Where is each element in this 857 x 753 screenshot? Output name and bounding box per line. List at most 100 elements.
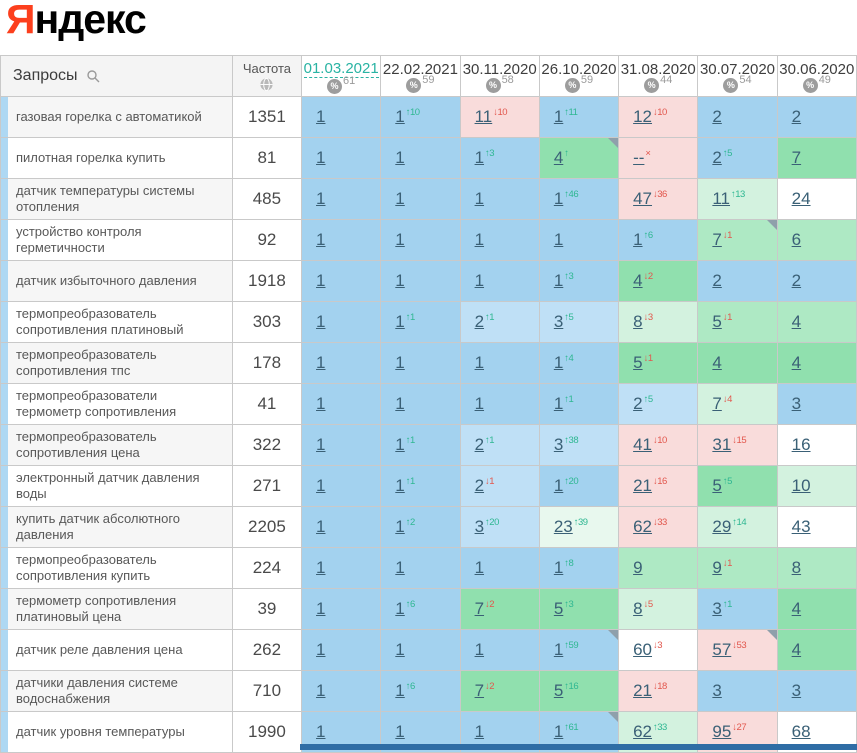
position-link[interactable]: 1 xyxy=(395,271,405,290)
row-selection-strip[interactable] xyxy=(1,589,8,629)
position-link[interactable]: 1 xyxy=(316,681,326,700)
row-selection-strip[interactable] xyxy=(1,712,8,752)
position-link[interactable]: 4 xyxy=(712,353,722,372)
position-link[interactable]: 3 xyxy=(553,435,564,454)
position-link[interactable]: 7 xyxy=(712,230,722,249)
position-link[interactable]: 1 xyxy=(553,107,564,126)
position-link[interactable]: 31 xyxy=(712,435,732,454)
position-link[interactable]: 95 xyxy=(712,722,732,741)
position-link[interactable]: 1 xyxy=(395,722,405,741)
position-link[interactable]: 43 xyxy=(791,517,811,536)
position-link[interactable]: 5 xyxy=(712,476,722,495)
position-link[interactable]: 4 xyxy=(553,148,564,167)
horizontal-scrollbar[interactable] xyxy=(300,744,857,750)
frequency-column-header[interactable]: Частота xyxy=(231,55,303,97)
date-label[interactable]: 30.11.2020 xyxy=(462,60,537,78)
position-link[interactable]: 1 xyxy=(395,189,405,208)
position-link[interactable]: 10 xyxy=(791,476,811,495)
position-link[interactable]: 1 xyxy=(395,558,405,577)
position-link[interactable]: 1 xyxy=(553,640,564,659)
position-link[interactable]: 1 xyxy=(395,107,405,126)
position-link[interactable]: 2 xyxy=(791,107,802,126)
position-link[interactable]: 9 xyxy=(712,558,722,577)
position-link[interactable]: 2 xyxy=(712,107,722,126)
position-link[interactable]: 3 xyxy=(712,681,722,700)
position-link[interactable]: 1 xyxy=(395,353,405,372)
position-link[interactable]: 1 xyxy=(553,722,564,741)
position-link[interactable]: 1 xyxy=(316,230,326,249)
date-label[interactable]: 22.02.2021 xyxy=(382,60,458,78)
row-selection-strip[interactable] xyxy=(1,384,8,424)
position-link[interactable]: 1 xyxy=(316,435,326,454)
date-label[interactable]: 31.08.2020 xyxy=(620,60,696,78)
position-link[interactable]: 1 xyxy=(316,640,326,659)
position-link[interactable]: 68 xyxy=(791,722,811,741)
position-link[interactable]: 2 xyxy=(474,435,485,454)
row-selection-strip[interactable] xyxy=(1,302,8,342)
row-selection-strip[interactable] xyxy=(1,548,8,588)
date-label[interactable]: 30.07.2020 xyxy=(699,60,776,78)
position-link[interactable]: 1 xyxy=(474,148,485,167)
position-link[interactable]: 57 xyxy=(712,640,732,659)
position-link[interactable]: 11 xyxy=(474,107,493,126)
position-link[interactable]: 4 xyxy=(633,271,643,290)
position-link[interactable]: 5 xyxy=(712,312,722,331)
position-link[interactable]: 29 xyxy=(712,517,732,536)
position-link[interactable]: 21 xyxy=(633,681,653,700)
row-selection-strip[interactable] xyxy=(1,220,8,260)
position-link[interactable]: 2 xyxy=(712,271,722,290)
queries-column-header[interactable]: Запросы xyxy=(0,55,233,97)
position-link[interactable]: 1 xyxy=(316,148,326,167)
row-selection-strip[interactable] xyxy=(1,179,8,219)
position-link[interactable]: 1 xyxy=(316,189,326,208)
position-link[interactable]: 1 xyxy=(474,640,485,659)
date-label[interactable]: 26.10.2020 xyxy=(541,60,617,78)
position-link[interactable]: 1 xyxy=(395,640,405,659)
position-link[interactable]: 1 xyxy=(474,353,485,372)
position-link[interactable]: 1 xyxy=(316,394,326,413)
position-link[interactable]: 8 xyxy=(633,312,643,331)
row-selection-strip[interactable] xyxy=(1,343,8,383)
position-link[interactable]: 24 xyxy=(791,189,811,208)
position-link[interactable]: 4 xyxy=(791,640,802,659)
position-link[interactable]: 1 xyxy=(553,558,564,577)
position-link[interactable]: 16 xyxy=(791,435,811,454)
position-link[interactable]: 1 xyxy=(553,271,564,290)
position-link[interactable]: 62 xyxy=(633,722,653,741)
position-link[interactable]: 1 xyxy=(316,558,326,577)
date-label[interactable]: 01.03.2021 xyxy=(303,60,379,78)
position-link[interactable]: 1 xyxy=(474,722,485,741)
position-link[interactable]: 1 xyxy=(395,435,405,454)
position-link[interactable]: 60 xyxy=(633,640,653,659)
date-column-header[interactable]: 30.06.2020% 49 xyxy=(776,55,857,97)
position-link[interactable]: 1 xyxy=(316,271,326,290)
position-link[interactable]: 1 xyxy=(553,353,564,372)
position-link[interactable]: 1 xyxy=(316,722,326,741)
position-link[interactable]: 12 xyxy=(633,107,653,126)
date-column-header[interactable]: 26.10.2020% 59 xyxy=(538,55,620,97)
date-column-header[interactable]: 30.11.2020% 58 xyxy=(459,55,540,97)
position-link[interactable]: 7 xyxy=(791,148,802,167)
position-link[interactable]: 4 xyxy=(791,353,802,372)
position-link[interactable]: 1 xyxy=(316,353,326,372)
position-link[interactable]: 2 xyxy=(633,394,643,413)
position-link[interactable]: 2 xyxy=(791,271,802,290)
row-selection-strip[interactable] xyxy=(1,466,8,506)
position-link[interactable]: 1 xyxy=(395,476,405,495)
date-label[interactable]: 30.06.2020 xyxy=(779,60,855,78)
position-link[interactable]: 4 xyxy=(791,312,802,331)
position-link[interactable]: 1 xyxy=(316,476,326,495)
position-link[interactable]: -- xyxy=(633,148,645,167)
position-link[interactable]: 7 xyxy=(474,681,485,700)
position-link[interactable]: 3 xyxy=(712,599,722,618)
position-link[interactable]: 1 xyxy=(474,394,485,413)
position-link[interactable]: 11 xyxy=(712,189,731,208)
row-selection-strip[interactable] xyxy=(1,507,8,547)
position-link[interactable]: 8 xyxy=(791,558,802,577)
position-link[interactable]: 6 xyxy=(791,230,802,249)
position-link[interactable]: 1 xyxy=(474,189,485,208)
position-link[interactable]: 1 xyxy=(553,476,564,495)
row-selection-strip[interactable] xyxy=(1,630,8,670)
position-link[interactable]: 47 xyxy=(633,189,653,208)
date-column-header[interactable]: 31.08.2020% 44 xyxy=(618,55,699,97)
